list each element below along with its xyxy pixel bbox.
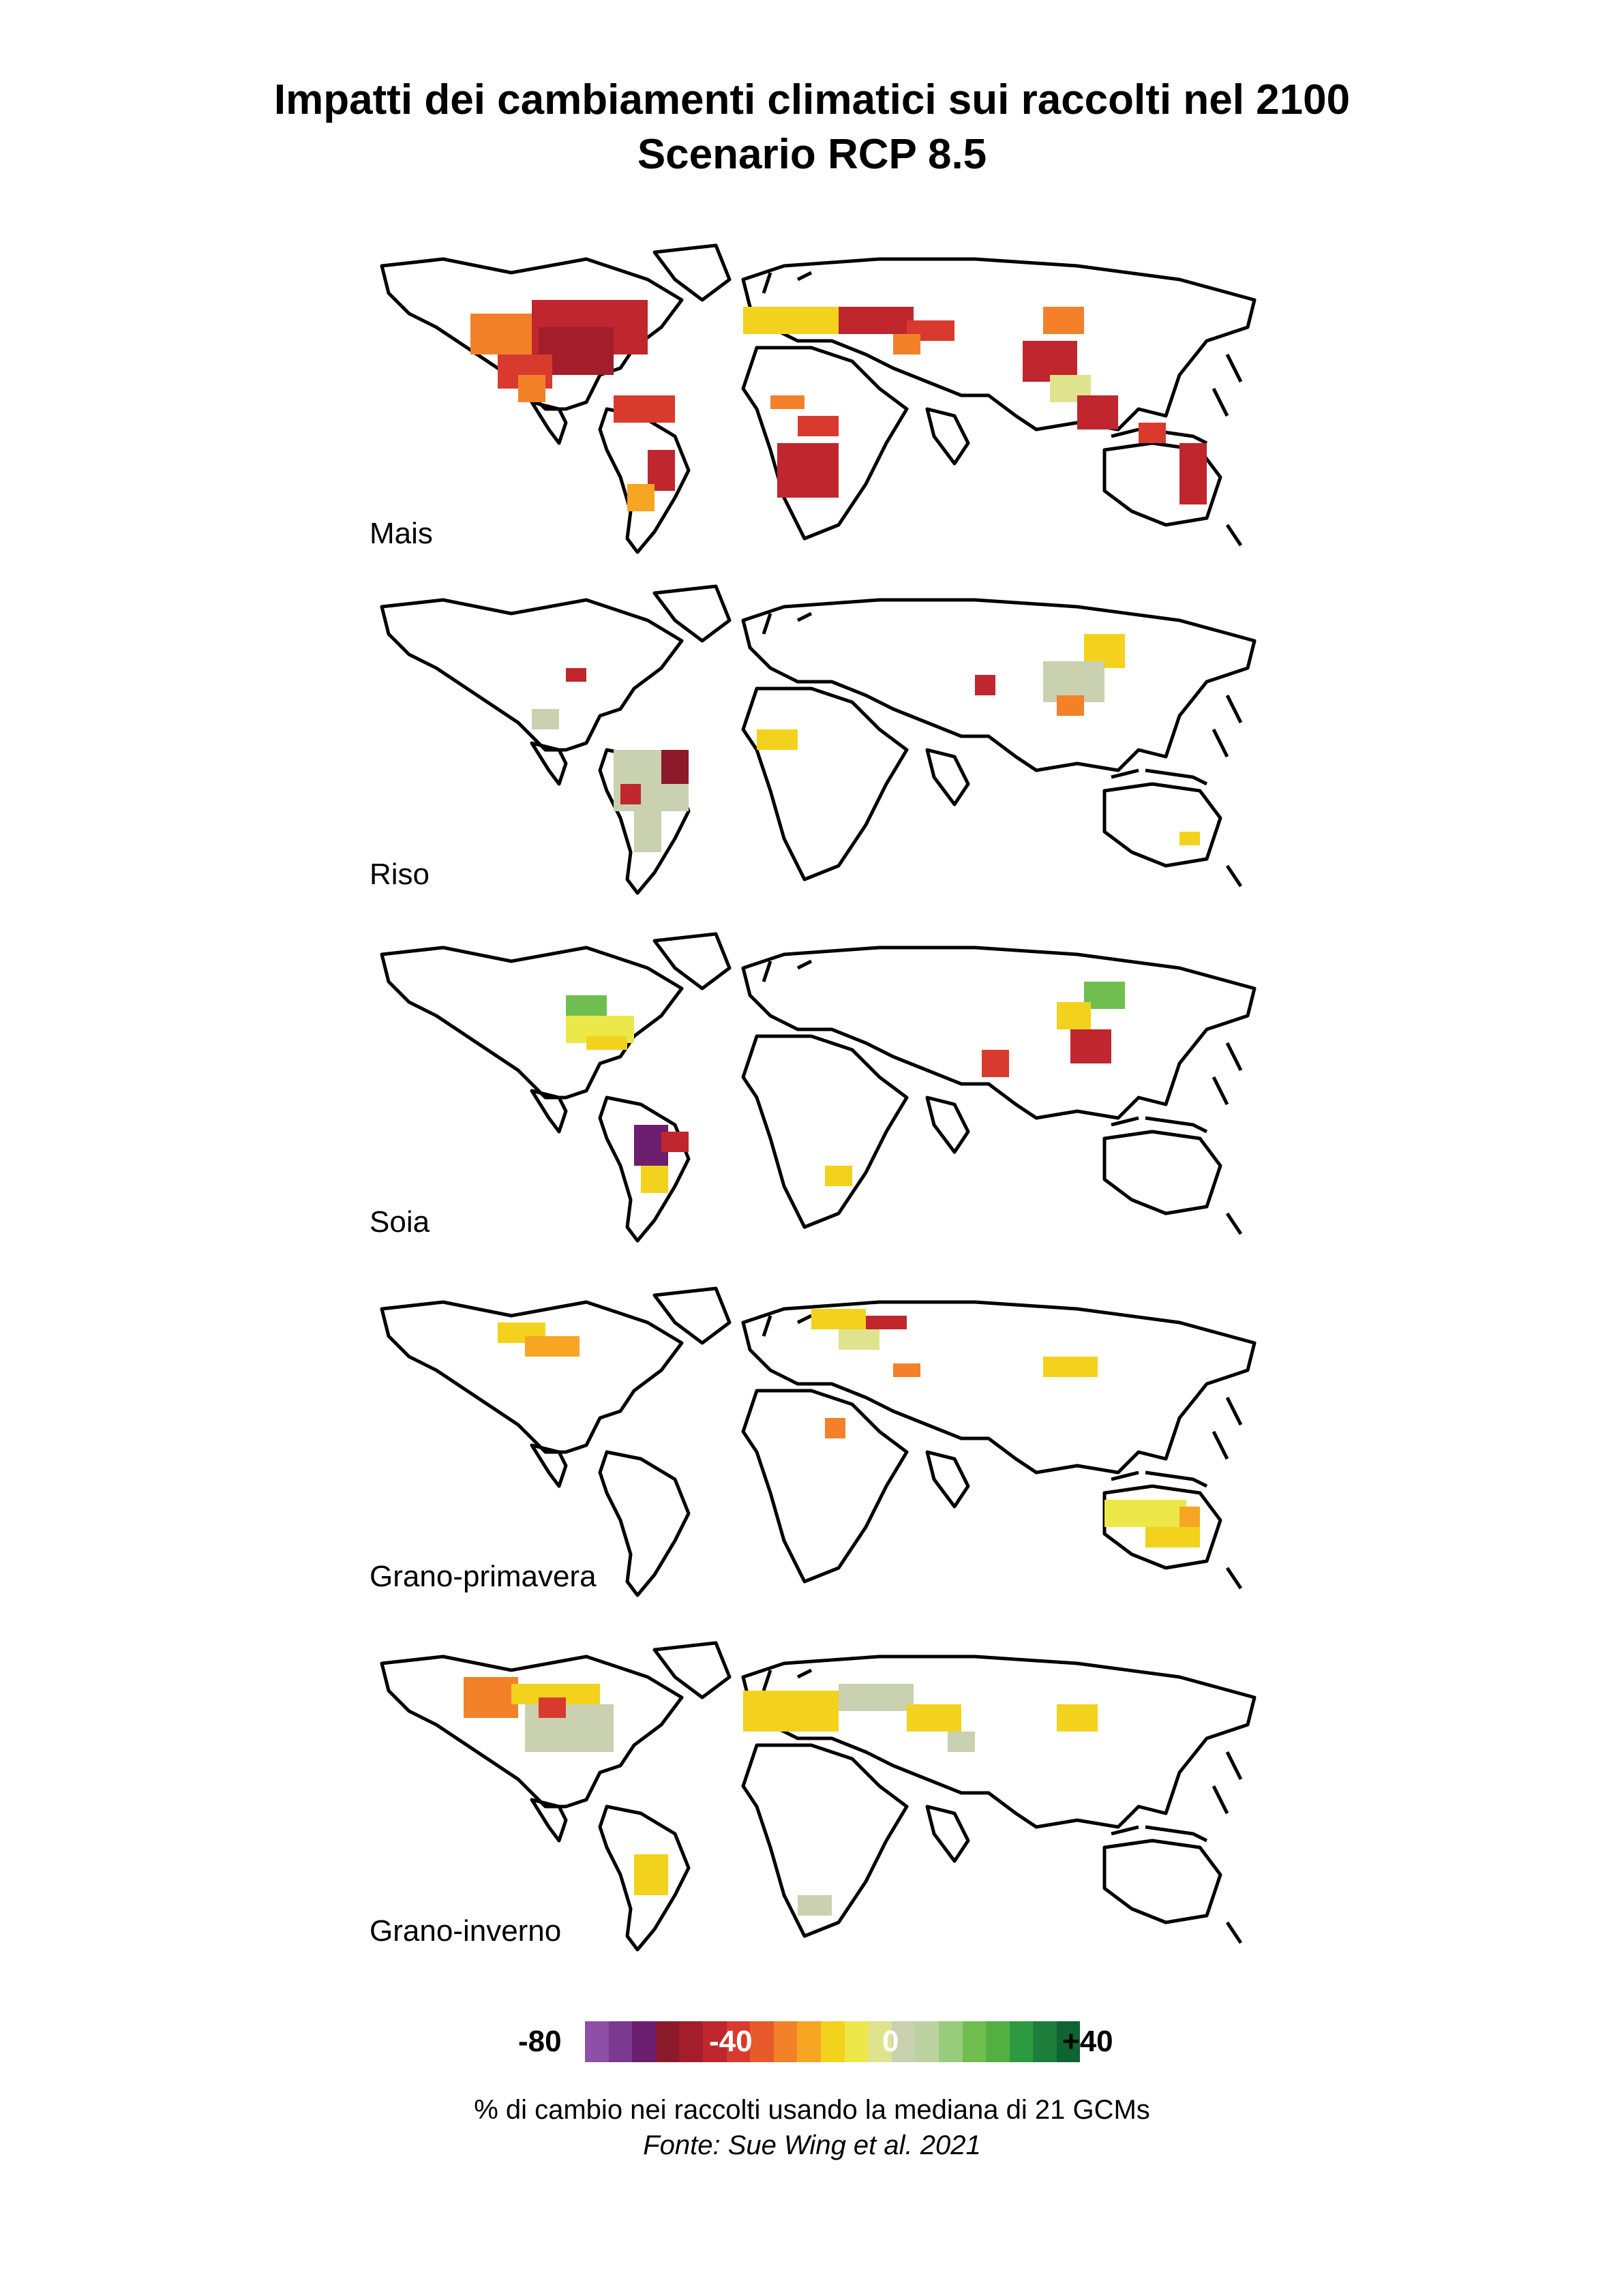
legend-swatch-12 xyxy=(868,2021,892,2062)
map-panel-soia: Soia xyxy=(361,927,1261,1254)
yield-overlay xyxy=(566,982,1125,1193)
map-panel-grano-primavera: Grano-primavera xyxy=(361,1282,1261,1609)
chart-title: Impatti dei cambiamenti climatici sui ra… xyxy=(273,76,1351,123)
panel-label-soia: Soia xyxy=(367,1205,433,1239)
yield-overlay xyxy=(464,1677,1098,1916)
panel-label-mais: Mais xyxy=(367,517,436,551)
legend-swatch-10 xyxy=(820,2021,845,2062)
world-map xyxy=(380,243,1257,554)
legend-swatch-6 xyxy=(726,2021,751,2062)
legend-swatch-17 xyxy=(986,2021,1010,2062)
caption-source: Fonte: Sue Wing et al. 2021 xyxy=(643,2130,981,2160)
legend-min-label: -80 xyxy=(518,2025,562,2058)
world-map xyxy=(380,932,1257,1243)
world-map xyxy=(380,1286,1257,1597)
legend-swatch-13 xyxy=(891,2021,916,2062)
world-map xyxy=(380,584,1257,895)
map-panel-grano-inverno: Grano-inverno xyxy=(361,1636,1261,1963)
legend-swatch-4 xyxy=(679,2021,703,2062)
coastlines xyxy=(380,584,1257,895)
yield-overlay xyxy=(470,300,1207,511)
coastlines xyxy=(380,243,1257,554)
map-panel-riso: Riso xyxy=(361,579,1261,907)
legend-swatch-1 xyxy=(608,2021,633,2062)
legend-color-bar xyxy=(585,2021,1081,2062)
legend-swatch-8 xyxy=(773,2021,798,2062)
legend-max-label: +40 xyxy=(1062,2025,1113,2058)
map-panel-mais: Mais xyxy=(361,239,1261,566)
yield-overlay xyxy=(498,1309,1200,1547)
legend-swatch-19 xyxy=(1033,2021,1057,2062)
panel-label-riso: Riso xyxy=(367,858,433,892)
legend-swatch-16 xyxy=(962,2021,987,2062)
caption-units: % di cambio nei raccolti usando la media… xyxy=(474,2095,1150,2125)
legend-swatch-15 xyxy=(938,2021,963,2062)
coastlines xyxy=(380,932,1257,1243)
coastlines xyxy=(380,1641,1257,1952)
legend-swatch-9 xyxy=(797,2021,821,2062)
legend-swatch-14 xyxy=(915,2021,939,2062)
legend-swatch-18 xyxy=(1009,2021,1034,2062)
legend-swatch-11 xyxy=(844,2021,869,2062)
legend-swatch-3 xyxy=(655,2021,680,2062)
panel-label-grano-primavera: Grano-primavera xyxy=(367,1560,599,1594)
legend-swatch-20 xyxy=(1056,2021,1081,2062)
legend-zero-label: 0 xyxy=(882,2025,899,2058)
coastlines xyxy=(380,1286,1257,1597)
panel-label-grano-inverno: Grano-inverno xyxy=(367,1914,565,1948)
world-map xyxy=(380,1641,1257,1952)
yield-overlay xyxy=(532,634,1200,852)
chart-subtitle: Scenario RCP 8.5 xyxy=(637,131,987,178)
color-legend: -80 -40 0 +40 xyxy=(0,2021,1624,2062)
legend-swatch-2 xyxy=(632,2021,656,2062)
legend-mid-label: -40 xyxy=(709,2025,753,2058)
legend-swatch-0 xyxy=(585,2021,609,2062)
legend-swatch-5 xyxy=(702,2021,727,2062)
legend-swatch-7 xyxy=(750,2021,774,2062)
